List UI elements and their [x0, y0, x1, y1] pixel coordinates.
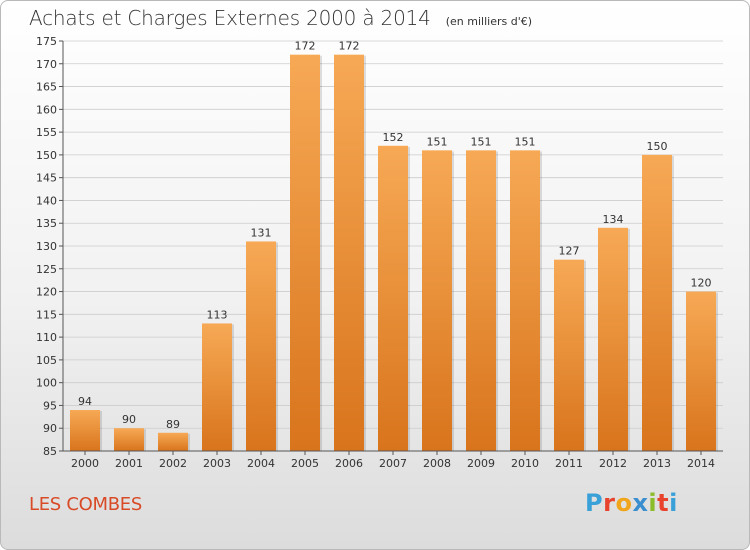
y-tick-label: 145	[36, 172, 57, 185]
data-label: 134	[603, 213, 624, 226]
data-label: 151	[471, 135, 492, 148]
bar	[334, 54, 364, 452]
bar	[466, 150, 496, 452]
logo-letter: i	[669, 489, 678, 517]
data-label: 120	[691, 277, 712, 290]
y-tick-label: 125	[36, 263, 57, 276]
x-tick-label: 2014	[687, 457, 715, 470]
bar	[246, 241, 276, 451]
data-label: 152	[383, 131, 404, 144]
x-tick-label: 2013	[643, 457, 671, 470]
data-label: 172	[295, 40, 316, 53]
y-tick-label: 135	[36, 217, 57, 230]
data-label: 113	[207, 308, 228, 321]
bar	[642, 154, 672, 451]
logo-letter: t	[657, 489, 670, 517]
x-tick-label: 2011	[555, 457, 583, 470]
y-tick-label: 165	[36, 81, 57, 94]
bar	[554, 259, 584, 451]
bar	[422, 150, 452, 452]
data-label: 151	[427, 135, 448, 148]
bar	[686, 291, 716, 451]
data-label: 151	[515, 135, 536, 148]
bar	[290, 54, 320, 452]
logo-letter: x	[632, 489, 649, 517]
y-tick-label: 85	[43, 445, 57, 458]
data-label: 131	[251, 226, 272, 239]
data-label: 172	[339, 40, 360, 53]
bar	[378, 145, 408, 451]
logo-letter: P	[585, 489, 604, 517]
y-tick-label: 130	[36, 240, 57, 253]
bar	[202, 323, 232, 451]
y-tick-label: 90	[43, 422, 57, 435]
chart-title: Achats et Charges Externes 2000 à 2014	[29, 6, 431, 30]
y-tick-label: 160	[36, 103, 57, 116]
x-tick-label: 2004	[247, 457, 275, 470]
x-tick-label: 2012	[599, 457, 627, 470]
x-tick-label: 2009	[467, 457, 495, 470]
y-tick-label: 120	[36, 286, 57, 299]
data-label: 94	[78, 395, 92, 408]
y-tick-label: 105	[36, 354, 57, 367]
bar	[114, 428, 144, 451]
data-label: 150	[647, 140, 668, 153]
y-tick-label: 175	[36, 35, 57, 48]
y-tick-label: 110	[36, 331, 57, 344]
proxiti-logo: Proxiti	[585, 489, 678, 517]
y-tick-label: 170	[36, 58, 57, 71]
x-tick-label: 2000	[71, 457, 99, 470]
x-tick-label: 2007	[379, 457, 407, 470]
y-tick-label: 95	[43, 399, 57, 412]
bar	[598, 227, 628, 451]
x-tick-label: 2002	[159, 457, 187, 470]
logo-letter: i	[648, 489, 658, 517]
title-row: Achats et Charges Externes 2000 à 2014 (…	[29, 6, 532, 30]
y-tick-label: 115	[36, 308, 57, 321]
logo-letter: o	[615, 489, 633, 517]
chart-subtitle: (en milliers d'€)	[445, 15, 533, 28]
bar	[158, 432, 188, 451]
x-tick-label: 2008	[423, 457, 451, 470]
x-tick-label: 2005	[291, 457, 319, 470]
y-tick-label: 150	[36, 149, 57, 162]
x-tick-label: 2001	[115, 457, 143, 470]
bar	[510, 150, 540, 452]
logo-letter: r	[603, 489, 616, 517]
data-label: 89	[166, 418, 180, 431]
y-tick-label: 155	[36, 126, 57, 139]
y-tick-label: 100	[36, 377, 57, 390]
data-label: 127	[559, 245, 580, 258]
data-label: 90	[122, 413, 136, 426]
y-tick-label: 140	[36, 194, 57, 207]
x-tick-label: 2003	[203, 457, 231, 470]
x-tick-label: 2010	[511, 457, 539, 470]
x-tick-label: 2006	[335, 457, 363, 470]
commune-name: LES COMBES	[29, 494, 142, 515]
bar	[70, 410, 100, 451]
